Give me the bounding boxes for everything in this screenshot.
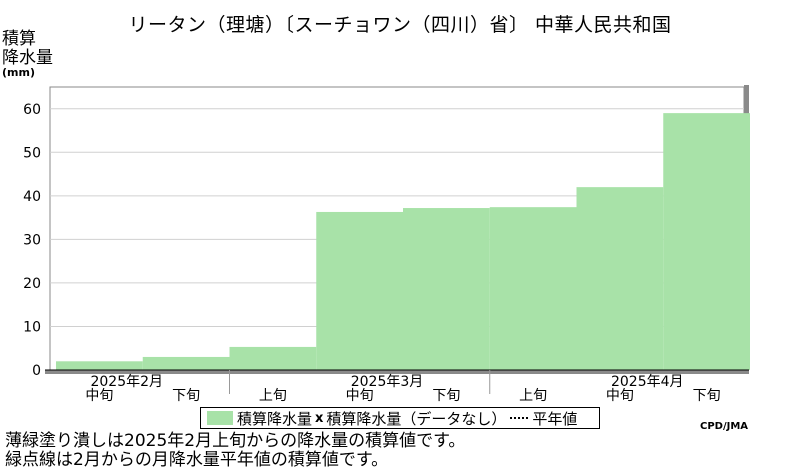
bar-3月下旬 bbox=[403, 208, 490, 370]
x-dekad-label: 中旬 bbox=[606, 388, 634, 404]
bar-4月下旬 bbox=[663, 113, 750, 370]
x-month-label: 2025年4月 bbox=[611, 374, 684, 390]
x-dekad-label: 中旬 bbox=[346, 388, 374, 404]
bar-2月中旬 bbox=[56, 361, 143, 370]
y-tick-label: 20 bbox=[23, 276, 41, 292]
y-tick-label: 50 bbox=[23, 145, 41, 161]
y-axis-label-line1: 積算 bbox=[2, 29, 36, 49]
legend: 積算降水量 x 積算降水量（データなし） 平年値 bbox=[200, 407, 600, 429]
y-axis-label-line2: 降水量 bbox=[2, 48, 53, 68]
legend-x-marker: x bbox=[315, 410, 324, 426]
legend-label-normal: 平年値 bbox=[532, 409, 578, 428]
chart-title: リータン（理塘）〔スーチョワン（四川）省〕 中華人民共和国 bbox=[128, 14, 672, 36]
bar-3月上旬 bbox=[229, 346, 317, 370]
bar-4月中旬 bbox=[576, 187, 664, 370]
credit-text: CPD/JMA bbox=[700, 421, 749, 432]
note-line-1: 薄緑塗り潰しは2025年2月上旬からの降水量の積算値です。 bbox=[5, 431, 466, 451]
y-tick-label: 40 bbox=[23, 189, 41, 205]
x-dekad-label: 上旬 bbox=[259, 388, 287, 404]
x-month-label: 2025年2月 bbox=[90, 374, 163, 390]
note-line-2: 緑点線は2月からの月降水量平年値の積算値です。 bbox=[5, 450, 389, 470]
x-month-label: 2025年3月 bbox=[351, 374, 424, 390]
x-dekad-label: 中旬 bbox=[85, 388, 113, 404]
x-dekad-label: 下旬 bbox=[172, 388, 200, 404]
legend-swatch-accumulated bbox=[207, 411, 233, 425]
y-axis-unit: (mm) bbox=[2, 66, 35, 79]
x-dekad-label: 下旬 bbox=[693, 388, 721, 404]
legend-label-accumulated: 積算降水量 bbox=[237, 409, 313, 428]
y-tick-label: 60 bbox=[23, 102, 41, 118]
y-tick-label: 10 bbox=[23, 319, 41, 335]
x-dekad-label: 上旬 bbox=[519, 388, 547, 404]
y-tick-label: 30 bbox=[23, 232, 41, 248]
bar-4月上旬 bbox=[489, 207, 577, 370]
x-dekad-label: 下旬 bbox=[432, 388, 460, 404]
y-tick-label: 0 bbox=[32, 363, 41, 379]
y-axis-label: 積算 降水量 bbox=[2, 30, 53, 68]
plot-bottom-shadow bbox=[45, 370, 749, 374]
bar-3月中旬 bbox=[316, 211, 403, 370]
legend-label-no-data: 積算降水量（データなし） bbox=[326, 409, 507, 428]
legend-dotted-line-normal bbox=[510, 417, 529, 419]
bar-2月下旬 bbox=[142, 356, 230, 370]
